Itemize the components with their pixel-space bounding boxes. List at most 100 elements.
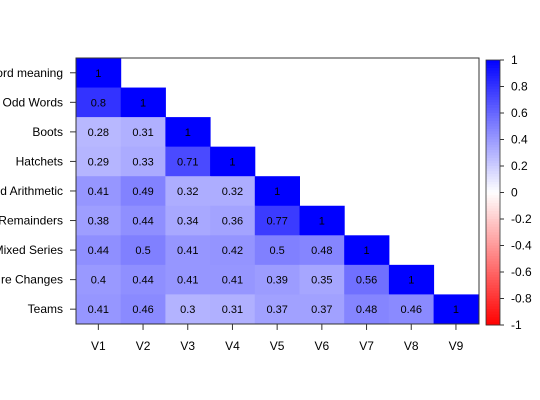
column-label: V3 <box>180 339 195 353</box>
cell-value-label: 0.34 <box>177 216 198 228</box>
colorbar-segment <box>486 163 500 167</box>
colorbar-segment <box>486 200 500 204</box>
column-label: V9 <box>449 339 464 353</box>
colorbar-segment <box>486 219 500 223</box>
column-labels: V1 V2 V3 V4 V5 V6 V7 V8 V9 <box>91 323 464 353</box>
colorbar-segment <box>486 120 500 124</box>
colorbar-segment <box>486 211 500 215</box>
colorbar-segment <box>486 261 500 265</box>
colorbar-tick-label: 0 <box>511 186 518 200</box>
heatmap-cell <box>120 235 166 266</box>
colorbar-tick-label: 0.6 <box>511 106 528 120</box>
heatmap-cell <box>210 176 256 207</box>
colorbar-segment <box>486 290 500 294</box>
cell-value-label: 1 <box>140 97 146 109</box>
cell-value-label: 0.5 <box>270 245 285 257</box>
cell-value-label: 0.28 <box>88 127 109 139</box>
heatmap-cell <box>76 87 122 118</box>
cell-value-label: 0.37 <box>311 304 332 316</box>
colorbar-segment <box>486 184 500 188</box>
colorbar-segment <box>486 282 500 286</box>
cell-value-label: 0.44 <box>88 245 109 257</box>
colorbar-segment <box>486 94 500 98</box>
row-label: Teams <box>28 302 63 316</box>
heatmap-cell <box>165 205 211 236</box>
colorbar-segment <box>486 173 500 177</box>
colorbar-segment <box>486 303 500 307</box>
cell-value-label: 0.8 <box>91 97 106 109</box>
cell-value-label: 0.32 <box>177 186 198 198</box>
colorbar-segment <box>486 102 500 106</box>
colorbar-segment <box>486 171 500 175</box>
colorbar-segment <box>486 118 500 122</box>
colorbar-segment <box>486 295 500 299</box>
colorbar-segment <box>486 144 500 148</box>
heatmap-cell-labels: 10.8 10.28 0.31 10.29 0.33 0.71 10.41 0.49 0.32 0… <box>88 68 459 316</box>
heatmap-cell <box>299 294 345 325</box>
colorbar-tick-label: -0.6 <box>511 265 532 279</box>
cell-value-label: 0.42 <box>222 245 243 257</box>
colorbar-tick-label: 0.8 <box>511 80 528 94</box>
colorbar-tick-label: -0.8 <box>511 292 532 306</box>
row-labels: ord meaning Odd Words Boots Hatchets d Arith… <box>0 66 76 316</box>
colorbar-tick-label: -1 <box>511 318 522 332</box>
colorbar-segment <box>486 266 500 270</box>
colorbar-segment <box>486 322 500 326</box>
colorbar-segment <box>486 89 500 93</box>
heatmap-cell <box>76 235 122 266</box>
colorbar-segment <box>486 131 500 135</box>
colorbar-segment <box>486 195 500 199</box>
colorbar-segment <box>486 234 500 238</box>
colorbar-tick-label: 0.2 <box>511 159 528 173</box>
colorbar-segment <box>486 272 500 276</box>
colorbar-segment <box>486 150 500 154</box>
colorbar-segment <box>486 86 500 90</box>
colorbar-segment <box>486 142 500 146</box>
heatmap-cell <box>120 264 166 295</box>
row-label: Hatchets <box>16 154 63 168</box>
row-label: Odd Words <box>3 95 63 109</box>
heatmap-cell <box>120 117 166 148</box>
colorbar-segment <box>486 224 500 228</box>
cell-value-label: 0.35 <box>311 275 332 287</box>
colorbar-segment <box>486 205 500 209</box>
cell-value-label: 0.41 <box>222 275 243 287</box>
cell-value-label: 1 <box>453 304 459 316</box>
heatmap-cell <box>388 294 435 325</box>
heatmap-cell <box>433 294 479 325</box>
colorbar-segment <box>486 134 500 138</box>
colorbar-segment <box>486 237 500 241</box>
colorbar-segment <box>486 123 500 127</box>
heatmap-cell <box>76 205 122 236</box>
heatmap-cell <box>254 294 300 325</box>
heatmap-cell <box>165 176 211 207</box>
colorbar-segment <box>486 248 500 252</box>
colorbar-segment <box>486 160 500 164</box>
colorbar-segment <box>486 242 500 246</box>
cell-value-label: 0.71 <box>177 156 198 168</box>
cell-value-label: 0.32 <box>222 186 243 198</box>
heatmap-cell <box>165 235 211 266</box>
heatmap-cell <box>254 205 300 236</box>
colorbar-segment <box>486 277 500 281</box>
colorbar-segment <box>486 274 500 278</box>
row-label: Boots <box>32 125 63 139</box>
colorbar-segment <box>486 311 500 315</box>
colorbar-segment <box>486 287 500 291</box>
colorbar-segment <box>486 208 500 212</box>
colorbar-segment <box>486 187 500 191</box>
colorbar-segment <box>486 70 500 74</box>
cell-value-label: 0.29 <box>88 156 109 168</box>
colorbar-segment <box>486 107 500 111</box>
colorbar-segment <box>486 91 500 95</box>
heatmap-cell <box>120 205 166 236</box>
colorbar-segment <box>486 226 500 230</box>
heatmap-cell <box>120 146 166 177</box>
cell-value-label: 0.46 <box>401 304 422 316</box>
colorbar-segment <box>486 179 500 183</box>
cell-value-label: 0.44 <box>132 216 153 228</box>
colorbar-segment <box>486 166 500 170</box>
cell-value-label: 0.49 <box>132 186 153 198</box>
colorbar-segment <box>486 213 500 217</box>
colorbar-segment <box>486 245 500 249</box>
